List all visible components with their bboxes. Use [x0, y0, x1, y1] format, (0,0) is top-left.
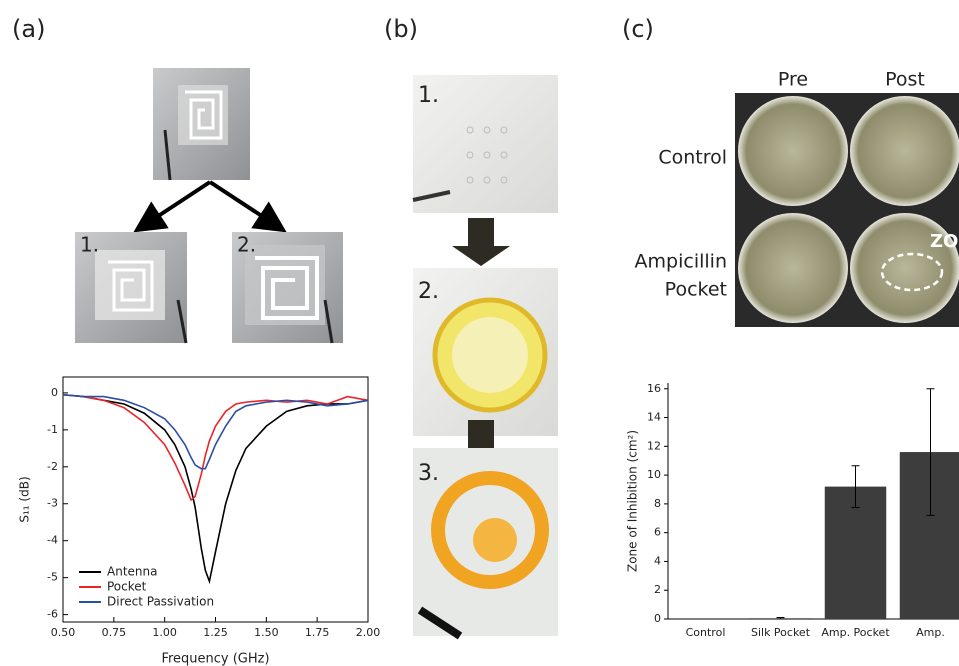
- y-tick-label: 6: [654, 526, 661, 539]
- column-label: Pre: [778, 69, 808, 91]
- line-series: [63, 395, 368, 582]
- x-tick-label: Amp.: [916, 626, 945, 639]
- bar: [900, 452, 959, 619]
- row-label: Pocket: [665, 279, 727, 301]
- panel-label: (a): [12, 15, 45, 43]
- legend-label: Pocket: [107, 580, 147, 594]
- arrow: [452, 218, 510, 266]
- annotation: ZO: [930, 231, 958, 252]
- column-label: Post: [885, 69, 925, 91]
- y-tick-label: 10: [647, 468, 661, 481]
- y-tick-label: -4: [47, 534, 58, 547]
- step-label: 3.: [418, 461, 439, 486]
- y-tick-label: 14: [647, 411, 661, 424]
- y-tick-label: -6: [47, 608, 58, 621]
- x-tick-label: 0.50: [51, 626, 76, 639]
- legend-label: Antenna: [107, 565, 157, 579]
- y-tick-label: 8: [654, 497, 661, 510]
- x-axis-label: Frequency (GHz): [161, 652, 269, 666]
- y-tick-label: 0: [654, 612, 661, 625]
- y-tick-label: -2: [47, 460, 58, 473]
- x-tick-label: 1.75: [305, 626, 330, 639]
- panel-label: (c): [622, 15, 654, 43]
- y-tick-label: 2: [654, 583, 661, 596]
- x-tick-label: Silk Pocket: [751, 626, 811, 639]
- x-tick-label: Amp. Pocket: [821, 626, 890, 639]
- x-tick-label: 2.00: [356, 626, 381, 639]
- x-tick-label: 0.75: [102, 626, 127, 639]
- step-label: 2.: [237, 233, 256, 257]
- figure: (a) (b) (c) 1. 2. 1. 2. 3. Pre Post Cont…: [0, 0, 959, 666]
- y-tick-label: 16: [647, 382, 661, 395]
- step-label: 2.: [418, 279, 439, 304]
- legend-label: Direct Passivation: [107, 595, 214, 609]
- y-tick-label: 4: [654, 554, 661, 567]
- y-tick-label: -3: [47, 497, 58, 510]
- arrow: [210, 182, 280, 228]
- line-series: [63, 395, 368, 500]
- panel-label: (b): [384, 15, 418, 43]
- y-tick-label: 0: [51, 386, 58, 399]
- x-tick-label: 1.25: [203, 626, 228, 639]
- row-label: Control: [658, 147, 727, 169]
- x-tick-label: Control: [686, 626, 726, 639]
- x-tick-label: 1.00: [152, 626, 177, 639]
- y-axis-label: Zone of Inhibition (cm²): [626, 430, 640, 572]
- y-tick-label: -5: [47, 571, 58, 584]
- row-label: Ampicillin: [635, 251, 727, 273]
- y-axis-label: S₁₁ (dB): [18, 476, 32, 522]
- arrow: [140, 182, 210, 228]
- photo: [735, 93, 959, 327]
- line-series: [63, 395, 368, 469]
- page: (a) (b) (c) 1. 2. 1. 2. 3. Pre Post Cont…: [0, 0, 959, 666]
- photo: [153, 68, 250, 180]
- x-tick-label: 1.50: [254, 626, 279, 639]
- step-label: 1.: [80, 233, 99, 257]
- step-label: 1.: [418, 83, 439, 108]
- y-tick-label: -1: [47, 423, 58, 436]
- y-tick-label: 12: [647, 439, 661, 452]
